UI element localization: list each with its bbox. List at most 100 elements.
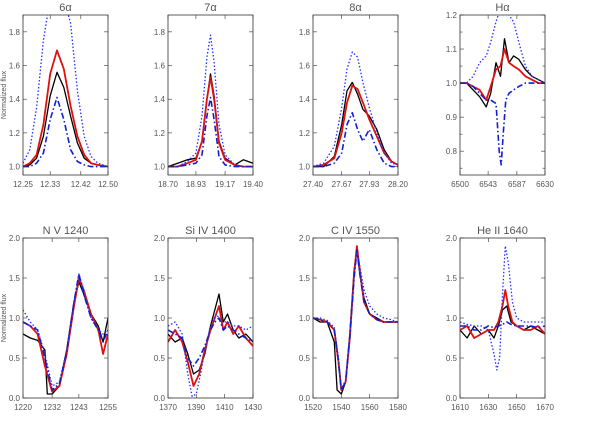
y-tick-label: 1.5 (154, 274, 166, 283)
y-tick-label: 1.2 (154, 129, 166, 138)
series-line-dotted (460, 15, 545, 84)
panel-title: Si IV 1400 (185, 225, 236, 237)
y-tick-label: 1.4 (9, 95, 21, 104)
x-tick-label: 6587 (508, 180, 526, 189)
y-tick-label: 0.5 (299, 354, 311, 363)
series-line-red (23, 49, 108, 168)
x-tick-label: 1370 (159, 403, 177, 412)
x-tick-label: 1430 (244, 403, 262, 412)
y-tick-label: 0.0 (154, 394, 166, 403)
y-tick-label: 2.0 (154, 234, 166, 243)
x-tick-label: 6500 (451, 180, 469, 189)
plot-frame (167, 14, 254, 176)
panel-1: 12.25 12.33 12.42 12.50 1.0 1.2 1.4 1.6 1.8 6α Nor… (1, 2, 119, 189)
x-tick-label: 27.93 (359, 180, 380, 189)
x-tick-label: 1540 (332, 403, 350, 412)
x-tick-label: 1610 (451, 403, 469, 412)
plot-frame (459, 14, 546, 176)
x-tick-label: 19.17 (215, 180, 236, 189)
y-tick-label: 2.0 (9, 234, 21, 243)
plot-frame (459, 237, 546, 399)
x-tick-label: 12.42 (71, 180, 92, 189)
plot-frame (22, 237, 109, 399)
y-tick-label: 1.0 (154, 314, 166, 323)
x-tick-label: 1520 (304, 403, 322, 412)
y-tick-label: 1.8 (154, 28, 166, 37)
panel-6: 1370 1390 1410 1430 0.0 0.5 1.0 1.5 2.0 Si IV 140… (154, 225, 263, 412)
y-tick-label: 1.8 (9, 28, 21, 37)
series-line-dotted (23, 273, 108, 387)
y-tick-label: 0.0 (446, 394, 458, 403)
y-tick-label: 2.0 (446, 234, 458, 243)
y-tick-label: 1.2 (9, 129, 21, 138)
series-line-red (460, 48, 545, 101)
series-line-observed (23, 281, 108, 395)
series-line-dashdot (313, 249, 398, 391)
panel-title: He II 1640 (477, 225, 528, 237)
panel-title: 8α (349, 2, 362, 14)
y-tick-label: 0.5 (154, 354, 166, 363)
x-tick-label: 18.70 (158, 180, 179, 189)
series-line-observed (168, 73, 253, 168)
y-tick-label: 1.2 (299, 129, 311, 138)
series-line-dashdot (23, 96, 108, 168)
y-tick-label: 1.2 (446, 11, 458, 20)
y-tick-label: 1.5 (299, 274, 311, 283)
series-line-red (313, 84, 398, 168)
y-tick-label: 1.4 (154, 95, 166, 104)
y-tick-label: 1.0 (299, 314, 311, 323)
y-tick-label: 0.8 (446, 147, 458, 156)
series-line-dashdot (168, 96, 253, 168)
panel-3: 27.40 27.67 27.93 28.20 1.0 1.2 1.4 1.6 1.8 8α (299, 2, 409, 189)
series-line-red (168, 305, 253, 387)
y-tick-label: 1.6 (299, 62, 311, 71)
series-line-dotted (313, 51, 398, 168)
x-tick-label: 1670 (536, 403, 554, 412)
x-tick-label: 19.40 (243, 180, 264, 189)
x-tick-label: 1650 (508, 403, 526, 412)
y-axis-label: Normalized flux (1, 293, 8, 342)
series-line-dotted (460, 245, 545, 371)
series-group (23, 273, 108, 395)
series-line-observed (23, 71, 108, 168)
series-line-dashdot (460, 321, 545, 331)
x-tick-label: 6630 (536, 180, 554, 189)
series-line-dotted (23, 15, 108, 168)
panel-7: 1520 1540 1560 1580 0.0 0.5 1.0 1.5 2.0 C IV 1550 (299, 225, 408, 412)
series-group (460, 245, 545, 371)
y-tick-label: 1.8 (299, 28, 311, 37)
x-tick-label: 1390 (187, 403, 205, 412)
y-tick-label: 0.5 (9, 354, 21, 363)
y-tick-label: 1.0 (9, 314, 21, 323)
plot-frame (312, 14, 399, 176)
x-tick-label: 1560 (361, 403, 379, 412)
series-group (168, 293, 253, 398)
y-tick-label: 1.5 (9, 274, 21, 283)
panel-title: 7α (204, 2, 217, 14)
x-tick-label: 27.40 (303, 180, 324, 189)
x-tick-label: 27.67 (332, 180, 353, 189)
y-tick-label: 1.0 (154, 163, 166, 172)
series-line-dotted (168, 34, 253, 168)
y-tick-label: 1.5 (446, 274, 458, 283)
x-tick-label: 1220 (14, 403, 32, 412)
y-tick-label: 0.0 (9, 394, 21, 403)
series-group (313, 51, 398, 168)
series-group (313, 245, 398, 395)
y-tick-label: 0.0 (299, 394, 311, 403)
series-line-observed (460, 305, 545, 339)
y-tick-label: 1.0 (9, 163, 21, 172)
panel-title: N V 1240 (43, 225, 89, 237)
panel-title: Hα (495, 2, 510, 14)
x-tick-label: 1580 (389, 403, 407, 412)
y-axis-label: Normalized flux (1, 70, 8, 119)
x-tick-label: 18.93 (186, 180, 207, 189)
y-tick-label: 1.6 (9, 62, 21, 71)
series-line-observed (460, 38, 545, 108)
x-tick-label: 1243 (70, 403, 88, 412)
x-tick-label: 28.20 (388, 180, 409, 189)
series-group (460, 15, 545, 166)
x-tick-label: 1630 (479, 403, 497, 412)
plot-frame (167, 237, 254, 399)
